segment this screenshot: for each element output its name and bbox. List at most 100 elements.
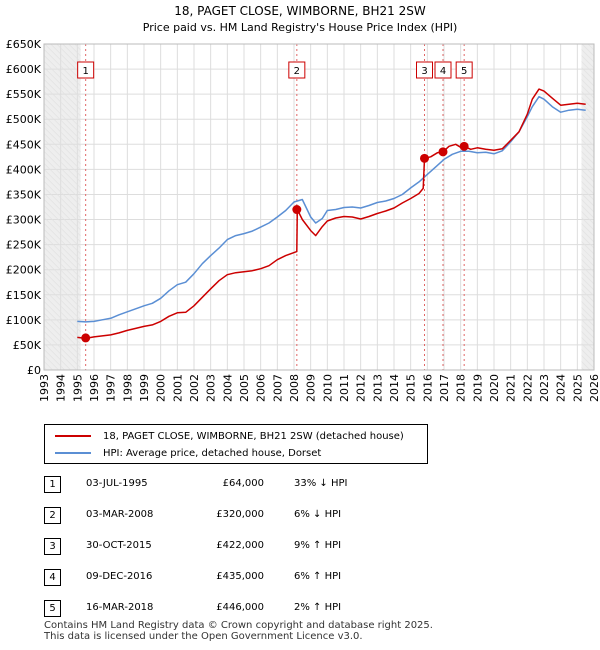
sale-price: £446,000 <box>216 602 264 613</box>
shaded-hatch <box>43 211 81 249</box>
sale-number-badge: 2 <box>44 507 61 524</box>
sale-date: 03-MAR-2008 <box>86 509 154 520</box>
attribution-footer: Contains HM Land Registry data © Crown c… <box>44 620 433 642</box>
x-tick-label: 2022 <box>521 374 534 402</box>
shaded-range <box>44 44 81 370</box>
shaded-hatch <box>43 217 81 255</box>
shaded-hatch <box>581 355 595 369</box>
shaded-hatch <box>581 79 595 93</box>
table-row: 5 16-MAR-2018 £446,000 2% ↑ HPI <box>44 599 384 619</box>
shaded-hatch <box>43 295 81 333</box>
x-tick-label: 2009 <box>305 374 318 402</box>
sale-hpi-delta: 9% ↑ HPI <box>294 540 342 551</box>
shaded-hatch <box>581 241 595 255</box>
sale-label-number: 4 <box>440 66 446 77</box>
x-tick-label: 2020 <box>488 374 501 402</box>
y-tick-label: £300K <box>6 214 42 227</box>
shaded-hatch <box>62 43 81 63</box>
shaded-hatch <box>43 193 81 231</box>
x-tick-label: 2008 <box>288 374 301 402</box>
x-tick-label: 2019 <box>471 374 484 402</box>
sale-label-frame <box>455 61 473 79</box>
legend-swatch-property <box>55 435 91 437</box>
y-tick-label: £600K <box>6 63 42 76</box>
shaded-hatch <box>581 259 595 273</box>
chart-legend: 18, PAGET CLOSE, WIMBORNE, BH21 2SW (det… <box>44 424 428 464</box>
shaded-hatch <box>43 145 81 183</box>
sale-label-number: 3 <box>421 66 427 77</box>
sale-hpi-delta: 6% ↑ HPI <box>294 571 342 582</box>
shaded-hatch <box>581 247 595 261</box>
shaded-hatch <box>43 109 81 147</box>
shaded-hatch <box>581 145 595 159</box>
sale-number-badge: 5 <box>44 600 61 617</box>
shaded-hatch <box>581 283 595 297</box>
shaded-hatch <box>581 55 595 69</box>
shaded-hatch <box>43 79 81 117</box>
shaded-hatch <box>43 55 81 93</box>
shaded-hatch <box>43 343 71 371</box>
shaded-hatch <box>43 283 81 321</box>
shaded-hatch <box>581 217 595 231</box>
sale-label-box: 3 <box>416 61 433 79</box>
shaded-hatch <box>581 85 595 99</box>
shaded-hatch <box>43 199 81 237</box>
sale-label-box: 2 <box>288 61 306 79</box>
y-tick-label: £350K <box>6 188 42 201</box>
legend-swatch-hpi <box>55 452 91 454</box>
shaded-hatch <box>43 103 81 141</box>
x-tick-label: 2011 <box>338 374 351 402</box>
shaded-hatch <box>581 49 595 63</box>
shaded-hatch <box>68 43 81 57</box>
sale-date: 30-OCT-2015 <box>86 540 152 551</box>
sale-price: £422,000 <box>216 540 264 551</box>
shaded-hatch <box>43 97 81 135</box>
sale-point <box>459 141 469 151</box>
shaded-hatch <box>43 361 53 371</box>
x-tick-label: 2013 <box>371 374 384 402</box>
y-tick-label: £550K <box>6 88 42 101</box>
shaded-hatch <box>43 139 81 177</box>
y-tick-label: £500K <box>6 113 42 126</box>
shaded-hatch <box>43 229 81 267</box>
table-row: 1 03-JUL-1995 £64,000 33% ↓ HPI <box>44 475 384 495</box>
sale-hpi-delta: 6% ↓ HPI <box>294 509 342 520</box>
y-tick-label: £100K <box>6 314 42 327</box>
plot-area <box>44 44 594 370</box>
shaded-hatch <box>43 49 81 87</box>
x-tick-label: 2024 <box>555 374 568 402</box>
y-tick-label: £400K <box>6 163 42 176</box>
shaded-hatch <box>43 265 81 303</box>
x-tick-label: 2018 <box>455 374 468 402</box>
x-tick-label: 2005 <box>238 374 251 402</box>
shaded-hatch <box>581 139 595 153</box>
sale-point <box>292 205 302 215</box>
x-tick-label: 1995 <box>71 374 84 402</box>
shaded-hatch <box>581 67 595 81</box>
shaded-hatch <box>43 181 81 219</box>
shaded-hatch <box>43 349 65 371</box>
shaded-hatch <box>43 127 81 165</box>
shaded-hatch <box>581 223 595 237</box>
shaded-hatch <box>581 277 595 291</box>
shaded-hatch <box>43 157 81 195</box>
y-tick-label: £200K <box>6 264 42 277</box>
x-tick-label: 1993 <box>38 374 51 402</box>
shaded-hatch <box>581 73 595 87</box>
shaded-hatch <box>43 259 81 297</box>
shaded-hatch <box>43 319 81 357</box>
shaded-hatch <box>43 169 81 207</box>
shaded-hatch <box>581 229 595 243</box>
shaded-hatch <box>43 67 81 105</box>
y-tick-label: £450K <box>6 138 42 151</box>
sale-hpi-delta: 33% ↓ HPI <box>294 478 348 489</box>
attribution-line-1: Contains HM Land Registry data © Crown c… <box>44 620 433 631</box>
sale-label-box: 5 <box>455 61 473 79</box>
shaded-hatch <box>43 175 81 213</box>
sale-label-box: 1 <box>77 61 95 79</box>
chart-subtitle: Price paid vs. HM Land Registry's House … <box>143 21 458 34</box>
x-tick-label: 1998 <box>121 374 134 402</box>
sale-label-frame <box>434 61 452 79</box>
shaded-hatch <box>43 337 77 371</box>
shaded-hatch <box>581 265 595 279</box>
